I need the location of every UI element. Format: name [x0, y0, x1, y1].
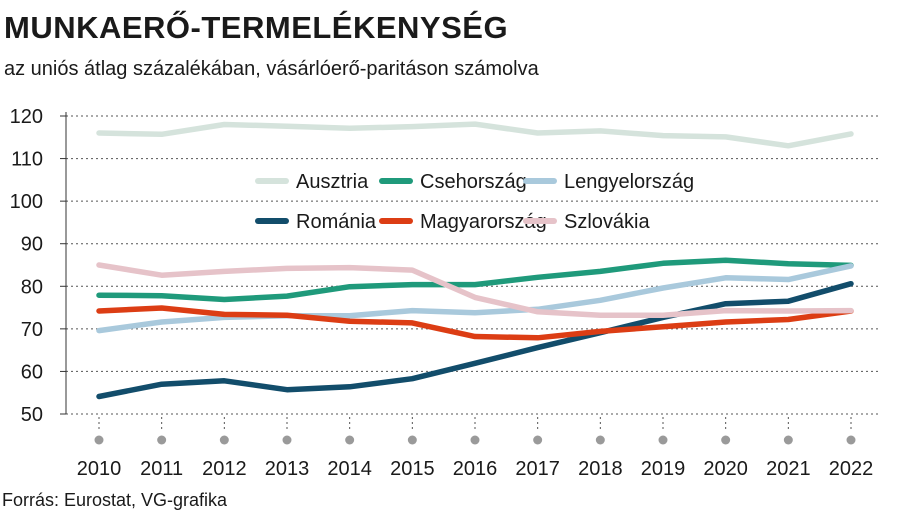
- series-line-magyarország: [96, 305, 854, 341]
- legend-item-románia: Románia: [255, 211, 377, 233]
- year-dot: [846, 435, 856, 445]
- year-dot: [470, 435, 480, 445]
- legend-layer: Ausztria Csehország Lengyelország Románia Ma…: [255, 171, 694, 233]
- year-dot: [407, 435, 417, 445]
- x-tick-label: 2011: [140, 458, 183, 480]
- axis-layer: 50 60 70 80 90 100 110 120 2010 2011 2012 2013 2014 2…: [10, 106, 874, 480]
- chart-title: MUNKAERŐ-TERMELÉKENYSÉG: [4, 10, 509, 45]
- x-tick-label: 2021: [766, 458, 811, 480]
- series-line-ausztria: [96, 121, 854, 149]
- legend-label: Magyarország: [420, 211, 547, 233]
- series-line-szlovákia: [96, 262, 854, 318]
- year-dot: [533, 435, 543, 445]
- x-tick-label: 2022: [829, 458, 874, 480]
- y-tick-label: 70: [21, 319, 43, 341]
- x-tick-label: 2017: [515, 458, 560, 480]
- y-tick-label: 80: [21, 276, 43, 298]
- legend-item-szlovákia: Szlovákia: [523, 211, 650, 233]
- y-tick-label: 120: [10, 106, 43, 128]
- year-dot: [658, 435, 668, 445]
- year-dot: [282, 435, 292, 445]
- x-tick-label: 2020: [703, 458, 748, 480]
- x-tick-label: 2013: [265, 458, 310, 480]
- series-layer: [96, 121, 854, 400]
- x-tick-label: 2019: [641, 458, 686, 480]
- year-dot: [157, 435, 167, 445]
- y-tick-label: 90: [21, 234, 43, 256]
- legend-item-ausztria: Ausztria: [255, 171, 369, 193]
- legend-item-magyarország: Magyarország: [379, 211, 547, 233]
- year-dot: [595, 435, 605, 445]
- x-tick-label: 2010: [77, 458, 122, 480]
- legend-item-lengyelország: Lengyelország: [523, 171, 694, 193]
- x-tick-label: 2018: [578, 458, 623, 480]
- x-tick-label: 2014: [327, 458, 372, 480]
- year-dot: [345, 435, 355, 445]
- x-tick-label: 2016: [453, 458, 498, 480]
- legend-label: Szlovákia: [564, 211, 650, 233]
- series-line-csehország: [96, 257, 854, 303]
- year-dot: [783, 435, 793, 445]
- source-note: Forrás: Eurostat, VG-grafika: [2, 490, 228, 510]
- series-line-lengyelország: [96, 263, 854, 334]
- legend-label: Ausztria: [296, 171, 369, 193]
- series-line-románia: [96, 280, 854, 400]
- legend-label: Csehország: [420, 171, 527, 193]
- x-tick-label: 2012: [202, 458, 247, 480]
- legend-label: Románia: [296, 211, 377, 233]
- year-dot: [721, 435, 731, 445]
- legend-label: Lengyelország: [564, 171, 694, 193]
- y-tick-label: 50: [21, 404, 43, 426]
- x-tick-label: 2015: [390, 458, 435, 480]
- year-dot: [219, 435, 229, 445]
- legend-item-csehország: Csehország: [379, 171, 527, 193]
- y-tick-label: 60: [21, 361, 43, 383]
- y-tick-label: 100: [10, 191, 43, 213]
- chart-subtitle: az uniós átlag százalékában, vásárlóerő-…: [4, 58, 539, 80]
- grid-layer: [66, 115, 880, 432]
- y-tick-label: 110: [11, 149, 43, 171]
- year-dot: [94, 435, 104, 445]
